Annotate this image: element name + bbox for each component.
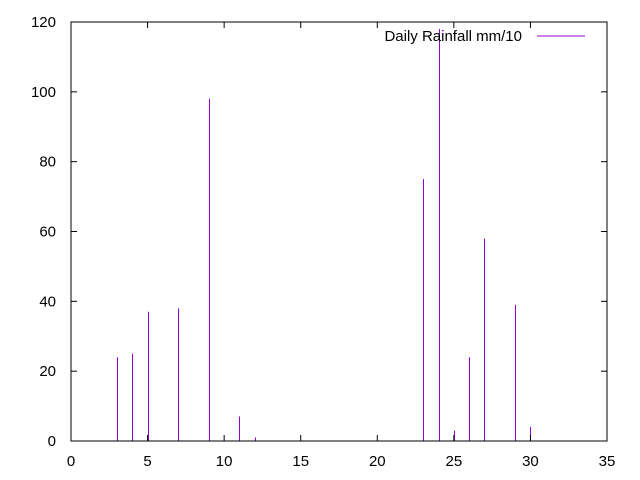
x-tick-label: 25 xyxy=(446,453,463,470)
x-tick-label: 30 xyxy=(522,453,539,470)
axes: 0 5 10 15 20 25 30 35 0 20 40 60 80 100 120 xyxy=(31,14,615,470)
x-tick-label: 0 xyxy=(67,453,75,470)
x-tick-label: 20 xyxy=(369,453,386,470)
x-tick-label: 10 xyxy=(216,453,233,470)
y-tick-label: 100 xyxy=(31,84,56,101)
legend: Daily Rainfall mm/10 xyxy=(384,28,585,45)
x-tick-label: 15 xyxy=(292,453,309,470)
y-tick-label: 60 xyxy=(39,224,56,241)
y-tick-label: 20 xyxy=(39,363,56,380)
y-tick-label: 80 xyxy=(39,154,56,171)
y-tick-label: 0 xyxy=(48,433,56,450)
legend-label: Daily Rainfall mm/10 xyxy=(384,28,522,45)
x-tick-label: 5 xyxy=(143,453,151,470)
x-tick-label: 35 xyxy=(599,453,616,470)
y-tick-label: 120 xyxy=(31,14,56,31)
y-tick-label: 40 xyxy=(39,293,56,310)
data-series-impulses xyxy=(117,28,531,441)
